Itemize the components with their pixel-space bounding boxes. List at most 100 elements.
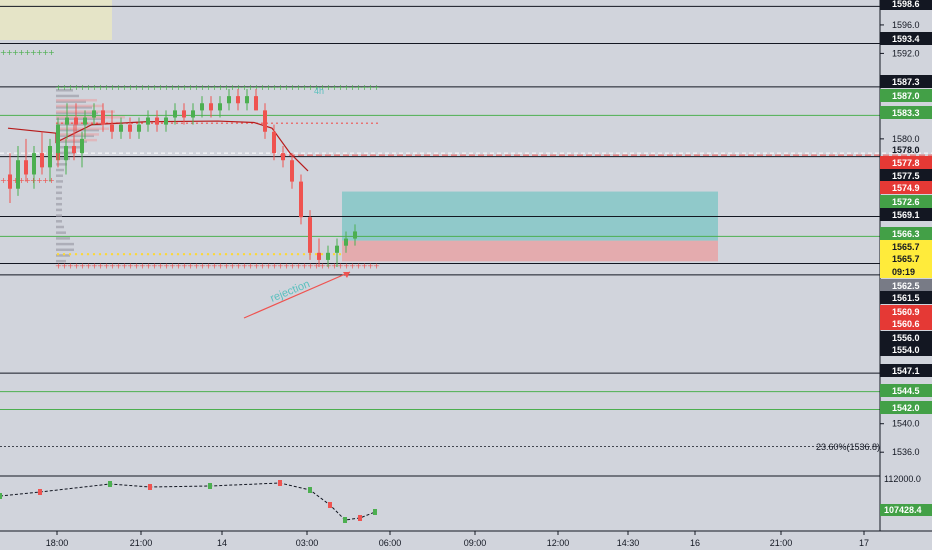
- price-tag: [880, 89, 932, 102]
- candle-body: [209, 103, 213, 111]
- red-marker-row: +: [30, 176, 37, 185]
- price-axis-label: 1596.0: [892, 20, 920, 30]
- yellow-marker: [92, 253, 96, 256]
- yellow-marker: [290, 253, 294, 256]
- yellow-marker: [320, 253, 324, 256]
- yellow-marker: [80, 253, 84, 256]
- green-marker-row: +: [355, 83, 362, 92]
- red-marker-row: +: [337, 262, 344, 271]
- candle-body: [128, 124, 132, 132]
- candle-body: [72, 145, 76, 154]
- price-tag: [880, 156, 932, 169]
- price-tag-label: 1547.1: [892, 366, 920, 376]
- price-tag: [880, 181, 932, 194]
- candle-body: [245, 96, 249, 104]
- green-marker-row: +: [67, 83, 74, 92]
- green-marker-row: +: [115, 83, 122, 92]
- candle-body: [290, 160, 294, 182]
- green-marker-row: +: [205, 83, 212, 92]
- price-tag-label: 1587.3: [892, 77, 920, 87]
- price-tag-label: 1593.4: [892, 34, 920, 44]
- yellow-marker: [254, 253, 258, 256]
- time-axis-label: 06:00: [379, 538, 402, 548]
- volume-profile-bar: [56, 98, 97, 102]
- candle-body: [263, 110, 267, 132]
- candle-body: [24, 160, 28, 175]
- yellow-marker: [188, 253, 192, 256]
- candle-body: [272, 131, 276, 154]
- green-marker-row: +: [295, 83, 302, 92]
- red-marker-row: +: [12, 176, 19, 185]
- candle-body: [200, 103, 204, 111]
- red-marker-row: +: [115, 262, 122, 271]
- red-marker-row: +: [199, 262, 206, 271]
- candle-body: [155, 117, 159, 125]
- price-tag: [880, 252, 932, 265]
- sub-pane-tick: 112000.0: [884, 474, 921, 484]
- candle-body: [326, 252, 330, 260]
- red-marker-row: +: [85, 262, 92, 271]
- price-tag: [880, 305, 932, 318]
- time-axis-label: 21:00: [770, 538, 793, 548]
- green-marker-row: +: [181, 83, 188, 92]
- green-marker-row: +: [361, 83, 368, 92]
- yellow-marker: [104, 253, 108, 256]
- red-marker-row: +: [48, 176, 55, 185]
- volume-profile-bar: [56, 116, 125, 119]
- yellow-marker: [74, 253, 78, 256]
- candle-body: [182, 110, 186, 118]
- green-marker-row: +: [217, 83, 224, 92]
- volume-profile-bar: [56, 168, 64, 172]
- candle-body: [56, 124, 60, 154]
- red-marker-row: +: [181, 262, 188, 271]
- price-axis-label: 1540.0: [892, 419, 920, 429]
- green-marker-row: +: [265, 83, 272, 92]
- red-marker-row: +: [205, 262, 212, 271]
- price-tag: [880, 0, 932, 10]
- candle-body: [92, 110, 96, 118]
- yellow-marker: [134, 253, 138, 256]
- sub-pane-bar: [358, 515, 362, 521]
- yellow-marker: [176, 253, 180, 256]
- volume-profile-bar: [56, 133, 99, 136]
- volume-profile-bar: [56, 191, 62, 195]
- green-marker-row: +: [163, 83, 170, 92]
- time-axis-label: 16: [690, 538, 700, 548]
- volume-profile-bar: [56, 197, 62, 200]
- price-tag: [880, 265, 932, 278]
- price-tag-label: 1577.5: [892, 171, 920, 181]
- candle-body: [299, 181, 303, 218]
- red-marker-row: +: [91, 262, 98, 271]
- volume-profile-bar: [56, 121, 122, 125]
- green-marker-row: +: [289, 83, 296, 92]
- volume-profile-bar: [56, 220, 62, 223]
- yellow-marker: [302, 253, 306, 256]
- green-marker-row: +: [343, 83, 350, 92]
- green-marker-row: +: [42, 48, 49, 57]
- red-marker-row: +: [67, 262, 74, 271]
- red-marker-row: +: [157, 262, 164, 271]
- yellow-marker: [158, 253, 162, 256]
- red-marker-row: +: [241, 262, 248, 271]
- yellow-marker: [182, 253, 186, 256]
- candle-body: [344, 238, 348, 246]
- sub-pane-bar: [0, 493, 2, 499]
- red-marker-row: +: [277, 262, 284, 271]
- sub-pane-bar: [308, 487, 312, 493]
- candle-body: [227, 96, 231, 104]
- red-marker-row: +: [109, 262, 116, 271]
- green-marker-row: +: [253, 83, 260, 92]
- yellow-marker: [110, 253, 114, 256]
- candle-body: [64, 145, 68, 161]
- red-marker-row: +: [313, 262, 320, 271]
- rejection-arrow: [243, 271, 351, 319]
- red-marker-row: +: [217, 262, 224, 271]
- red-marker-row: +: [0, 176, 7, 185]
- volume-profile-bar: [56, 117, 101, 120]
- candle-body: [281, 153, 285, 161]
- candle-body: [48, 145, 52, 168]
- yellow-marker: [206, 253, 210, 256]
- yellow-marker: [56, 253, 60, 256]
